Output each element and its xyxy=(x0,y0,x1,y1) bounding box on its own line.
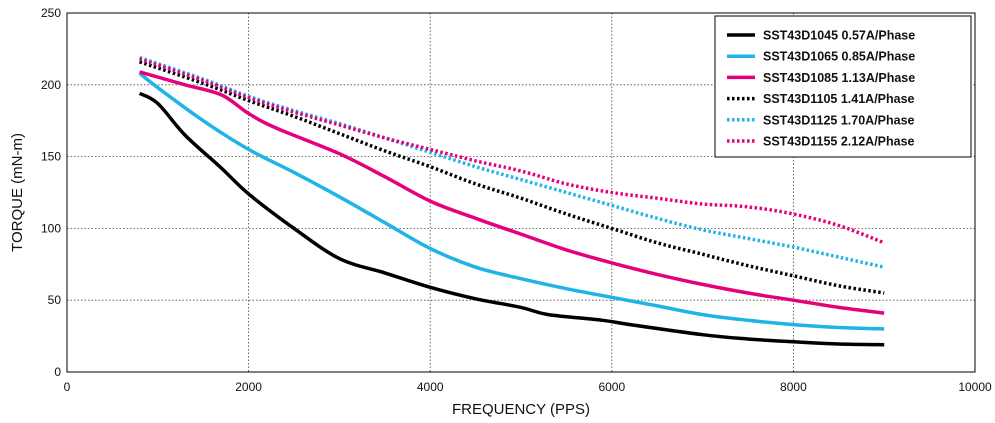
x-axis-title: FREQUENCY (PPS) xyxy=(452,401,590,418)
y-tick-label: 0 xyxy=(54,365,61,379)
y-tick-label: 200 xyxy=(41,78,61,92)
x-tick-label: 2000 xyxy=(235,380,262,394)
legend-label: SST43D1065 0.85A/Phase xyxy=(763,50,915,64)
x-tick-label: 8000 xyxy=(780,380,807,394)
series-line-4 xyxy=(139,60,885,295)
y-tick-label: 150 xyxy=(41,150,61,164)
legend-box xyxy=(714,15,972,158)
x-tick-label: 10000 xyxy=(958,380,992,394)
legend-label: SST43D1125 1.70A/Phase xyxy=(763,113,915,127)
series-line-3 xyxy=(139,70,885,315)
legend: SST43D1045 0.57A/Phase SST43D1065 0.85A/P… xyxy=(714,15,972,158)
legend-label: SST43D1155 2.12A/Phase xyxy=(763,135,915,149)
x-tick-label: 6000 xyxy=(598,380,625,394)
series-lines xyxy=(138,55,885,347)
legend-label: SST43D1045 0.57A/Phase xyxy=(763,29,915,43)
y-tick-label: 250 xyxy=(41,6,61,20)
x-tick-label: 0 xyxy=(64,380,71,394)
series-line-5 xyxy=(139,55,885,269)
legend-label: SST43D1105 1.41A/Phase xyxy=(763,92,915,106)
legend-label: SST43D1085 1.13A/Phase xyxy=(763,71,915,85)
x-tick-label: 4000 xyxy=(417,380,444,394)
series-line-6 xyxy=(139,57,885,245)
series-line-1 xyxy=(138,91,885,347)
axis-tick-labels: 0 2000 4000 6000 8000 10000 0 50 100 150 200 250 xyxy=(41,6,992,394)
series-line-2 xyxy=(138,71,885,331)
y-tick-label: 50 xyxy=(48,293,62,307)
plot-frame xyxy=(66,12,976,373)
y-axis-title: TORQUE (mN-m) xyxy=(9,133,26,252)
y-tick-label: 100 xyxy=(41,221,61,235)
